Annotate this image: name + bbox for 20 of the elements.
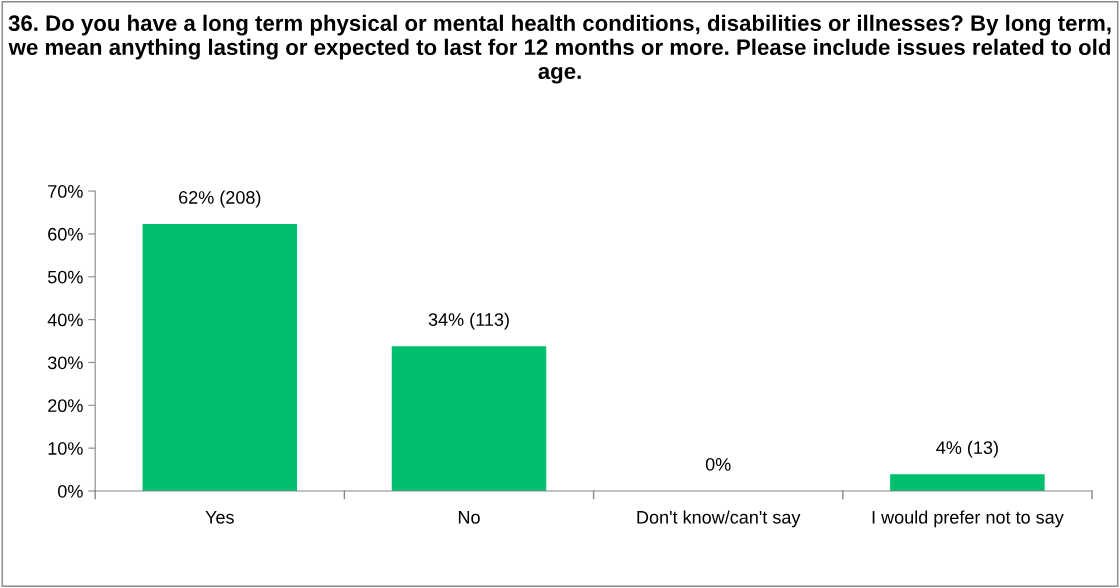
y-tick-label: 30%: [47, 356, 83, 370]
y-tick-label: 40%: [47, 313, 83, 327]
y-tick-label: 10%: [48, 442, 83, 455]
x-tick-label: Yes: [205, 511, 234, 524]
x-tick-label: No: [458, 511, 480, 524]
bar: [142, 224, 298, 491]
x-tick-label: Don't know/can't say: [637, 510, 801, 528]
data-label: 62% (208): [179, 190, 261, 208]
data-label: 0%: [705, 457, 731, 471]
y-tick-label: 70%: [48, 185, 83, 198]
y-tick-label: 50%: [47, 270, 83, 284]
y-tick-label: 20%: [48, 399, 83, 413]
data-label: 34% (113): [428, 312, 509, 330]
y-tick-label: 0%: [58, 484, 83, 498]
bar: [890, 474, 1045, 491]
x-tick-label: I would prefer not to say: [872, 510, 1064, 528]
bar: [391, 346, 547, 491]
data-label: 4% (13): [936, 440, 998, 458]
y-tick-label: 60%: [48, 227, 83, 241]
chart-title: 36. Do you have a long term physical or mental health conditions, disabilities or illnesses? By long term, we mean anything lasting or expected to last for 12 months or more. Please include issues related to old age.: [8, 14, 1111, 84]
